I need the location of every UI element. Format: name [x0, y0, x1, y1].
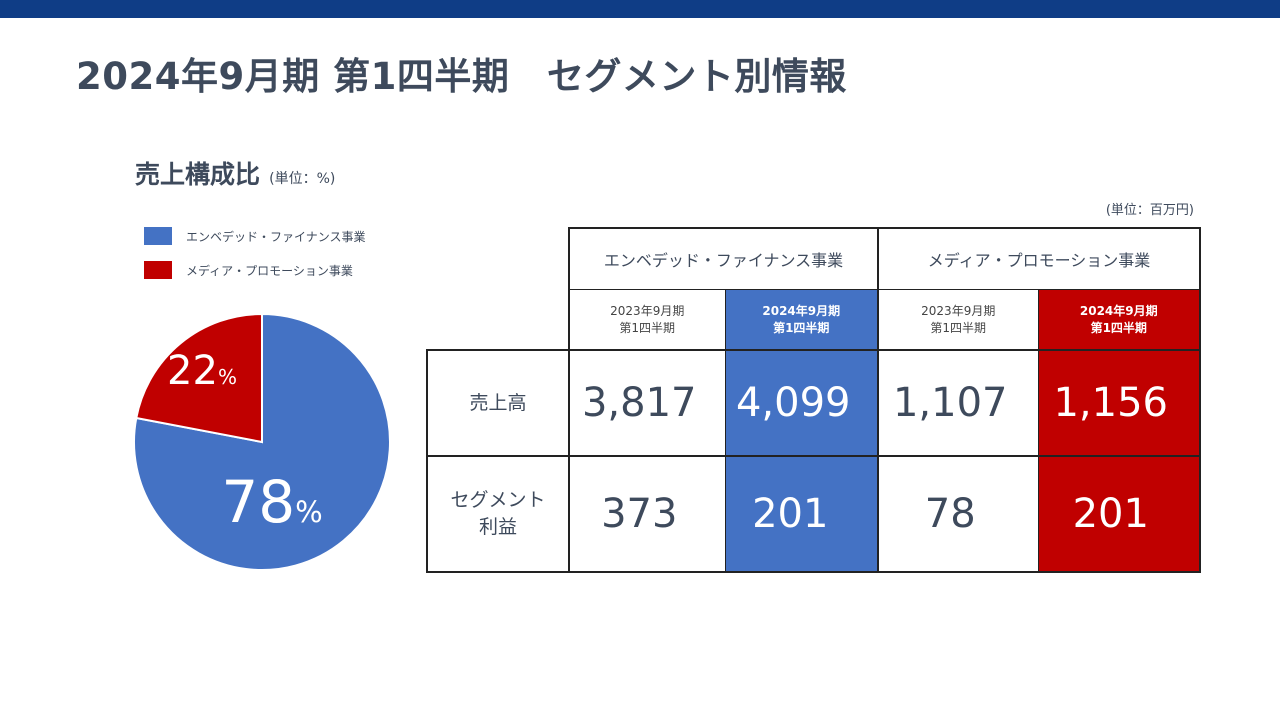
- table-row-sales: 売上高 3,817 4,099 1,107 1,156: [426, 349, 1201, 457]
- table-corner: [427, 290, 569, 351]
- cell-sales-media-2023: 1,107: [877, 349, 1038, 456]
- period-year: 2023年9月期: [610, 303, 685, 318]
- legend-item-embedded: エンベデッド・ファイナンス事業: [144, 226, 366, 246]
- pie-chart: 78% 22%: [133, 312, 391, 571]
- top-accent-bar: [0, 0, 1280, 18]
- cell-sales-embedded-2024: 4,099: [724, 349, 878, 456]
- pie-chart-unit: (単位：%): [269, 171, 336, 187]
- period-header: 2023年9月期 第1四半期: [568, 289, 725, 350]
- pie-label-media: 22%: [167, 348, 237, 394]
- pie-chart-title: 売上構成比: [135, 160, 261, 189]
- pie-label-embedded: 78%: [221, 468, 322, 536]
- period-header-row: 2023年9月期 第1四半期 2024年9月期 第1四半期 2023年9月期 第…: [427, 289, 1201, 351]
- page-title: 2024年9月期 第1四半期 セグメント別情報: [76, 55, 847, 98]
- table-unit: (単位：百万円): [1105, 203, 1194, 218]
- cell-sales-media-2024: 1,156: [1037, 349, 1201, 456]
- cell-profit-embedded-2024: 201: [724, 455, 878, 573]
- row-label-sales: 売上高: [426, 349, 569, 457]
- period-header-highlight: 2024年9月期 第1四半期: [1037, 289, 1201, 350]
- period-quarter: 第1四半期: [619, 320, 676, 335]
- segment-table: エンベデッド・ファイナンス事業 メディア・プロモーション事業 2023年9月期 …: [426, 227, 1201, 573]
- cell-profit-media-2023: 78: [877, 455, 1038, 573]
- period-quarter: 第1四半期: [773, 320, 830, 335]
- period-year: 2023年9月期: [921, 303, 996, 318]
- cell-sales-embedded-2023: 3,817: [568, 349, 725, 456]
- legend-item-media: メディア・プロモーション事業: [144, 260, 366, 280]
- cell-profit-media-2024: 201: [1037, 455, 1201, 573]
- period-quarter: 第1四半期: [1090, 320, 1147, 335]
- table-row-profit: セグメント 利益 373 201 78 201: [426, 455, 1201, 573]
- cell-profit-embedded-2023: 373: [568, 455, 725, 573]
- pie-slice-media: [135, 312, 263, 444]
- legend-label-embedded: エンベデッド・ファイナンス事業: [186, 229, 366, 244]
- table-corner: [427, 228, 569, 290]
- row-label-text: 売上高: [469, 391, 527, 414]
- row-label-profit: セグメント 利益: [426, 455, 569, 573]
- pie-legend: エンベデッド・ファイナンス事業 メディア・プロモーション事業: [144, 226, 366, 294]
- row-label-text: 利益: [478, 516, 517, 538]
- period-header-highlight: 2024年9月期 第1四半期: [724, 289, 878, 350]
- period-year: 2024年9月期: [762, 303, 841, 318]
- period-quarter: 第1四半期: [930, 320, 987, 335]
- legend-swatch-media: [144, 261, 172, 279]
- legend-label-media: メディア・プロモーション事業: [186, 263, 353, 278]
- row-label-text: セグメント: [450, 489, 546, 511]
- pie-chart-heading: 売上構成比 (単位：%): [135, 155, 335, 191]
- segment-header-media: メディア・プロモーション事業: [877, 227, 1201, 290]
- segment-header-embedded: エンベデッド・ファイナンス事業: [568, 227, 878, 290]
- legend-swatch-embedded: [144, 227, 172, 245]
- period-header: 2023年9月期 第1四半期: [877, 289, 1038, 350]
- segment-header-row: エンベデッド・ファイナンス事業 メディア・プロモーション事業: [427, 227, 1201, 290]
- period-year: 2024年9月期: [1079, 303, 1158, 318]
